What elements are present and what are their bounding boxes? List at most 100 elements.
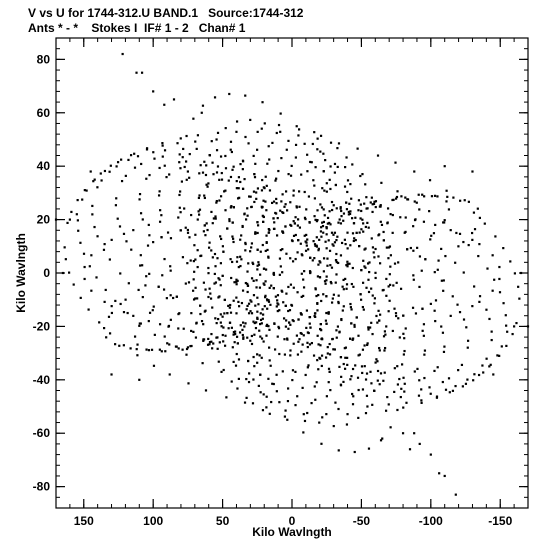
uv-point — [342, 219, 345, 222]
uv-point — [511, 332, 514, 336]
uv-point — [190, 329, 193, 333]
uv-point — [393, 262, 397, 265]
uv-point — [315, 244, 318, 247]
uv-point — [229, 303, 232, 307]
uv-point — [462, 240, 465, 244]
uv-point — [273, 322, 276, 325]
uv-point — [260, 322, 263, 325]
uv-point — [234, 332, 237, 336]
uv-point — [232, 237, 235, 240]
uv-point — [263, 305, 266, 308]
uv-point — [203, 160, 206, 163]
uv-point — [412, 225, 415, 228]
uv-point — [400, 387, 403, 390]
uv-point — [418, 255, 422, 258]
uv-point — [180, 180, 184, 183]
uv-point — [374, 276, 377, 280]
uv-point — [230, 205, 233, 208]
uv-point — [421, 193, 424, 196]
uv-point — [256, 361, 259, 364]
uv-point — [271, 201, 274, 205]
uv-point — [251, 261, 254, 264]
uv-point — [361, 173, 364, 176]
uv-point — [389, 254, 392, 257]
uv-point — [139, 254, 142, 257]
uv-point — [378, 346, 381, 350]
uv-point — [352, 337, 355, 340]
uv-point — [259, 373, 262, 376]
uv-point — [454, 384, 457, 388]
uv-point — [120, 158, 123, 161]
uv-point — [498, 277, 501, 281]
uv-point — [228, 219, 231, 223]
uv-point — [283, 353, 287, 356]
uv-point — [262, 199, 265, 202]
uv-point — [137, 288, 140, 292]
uv-point — [384, 333, 387, 336]
uv-point — [120, 179, 124, 183]
uv-point — [218, 278, 221, 281]
uv-point — [352, 239, 355, 243]
uv-point — [145, 348, 148, 351]
uv-point — [114, 204, 118, 207]
uv-point — [308, 322, 311, 325]
uv-point — [429, 392, 432, 395]
uv-point — [249, 299, 252, 302]
uv-point — [204, 173, 208, 177]
uv-point — [238, 331, 242, 334]
uv-point — [278, 257, 282, 260]
uv-point — [305, 309, 309, 312]
uv-point — [220, 171, 223, 175]
y-tick-label: 60 — [37, 106, 51, 120]
uv-point — [237, 358, 241, 361]
uv-point — [264, 249, 267, 253]
uv-point — [345, 283, 349, 286]
uv-point — [256, 264, 259, 267]
uv-point — [440, 279, 443, 282]
uv-point — [289, 323, 292, 326]
uv-point — [412, 274, 415, 277]
uv-point — [259, 318, 263, 322]
uv-point — [103, 327, 106, 330]
uv-point — [305, 233, 308, 237]
uv-point — [201, 104, 205, 107]
uv-point — [139, 212, 143, 215]
uv-point — [350, 375, 353, 378]
uv-point — [165, 297, 168, 300]
uv-point — [184, 282, 187, 285]
uv-point — [383, 349, 386, 352]
uv-point — [333, 162, 337, 166]
uv-point — [256, 296, 259, 299]
uv-point — [370, 287, 373, 290]
uv-point — [255, 191, 258, 194]
uv-point — [319, 261, 322, 264]
uv-point — [361, 388, 365, 391]
uv-point — [247, 142, 250, 145]
uv-point — [329, 141, 333, 144]
x-tick-label: 100 — [143, 514, 163, 528]
uv-point — [359, 203, 362, 206]
uv-point — [406, 198, 409, 201]
uv-point — [280, 289, 283, 292]
uv-point — [310, 341, 313, 345]
uv-point — [325, 395, 328, 398]
uv-point — [346, 263, 349, 266]
uv-point — [342, 212, 346, 215]
uv-point — [281, 271, 284, 274]
uv-point — [320, 206, 324, 209]
uv-point — [256, 248, 259, 251]
uv-point — [186, 262, 189, 265]
uv-point — [235, 335, 239, 338]
uv-point — [251, 402, 255, 405]
uv-point — [436, 268, 439, 271]
uv-point — [241, 328, 244, 331]
uv-point — [263, 283, 266, 286]
uv-point — [364, 183, 367, 186]
uv-point — [237, 187, 240, 190]
uv-point — [276, 294, 280, 297]
uv-point — [327, 239, 330, 242]
uv-point — [229, 175, 233, 179]
uv-point — [209, 292, 212, 295]
uv-point — [224, 334, 227, 337]
uv-point — [373, 302, 376, 305]
